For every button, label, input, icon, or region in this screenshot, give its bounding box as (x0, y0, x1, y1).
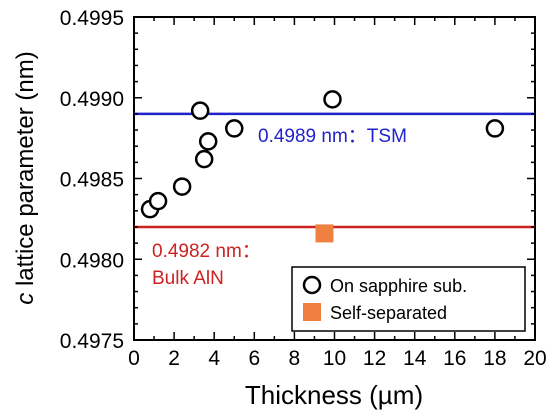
x-tick-label: 4 (208, 347, 220, 370)
tick-labels: 0 2 4 6 8 10 12 14 16 18 20 0.4975 0.4980 0.4985 0.499… (60, 7, 547, 370)
legend-box (291, 266, 526, 332)
x-tick-label: 2 (168, 347, 180, 370)
data-point (194, 149, 214, 169)
reference-label: 0.4989 nm：TSM (258, 126, 407, 147)
legend-marker (302, 275, 322, 295)
legend: On sapphire sub. Self-separated (291, 266, 526, 332)
y-tick-label: 0.4980 (60, 249, 124, 272)
x-tick-label: 8 (289, 347, 301, 370)
y-tick-label: 0.4985 (60, 169, 124, 192)
data-point (323, 90, 342, 109)
x-tick-label: 20 (523, 347, 546, 370)
x-tick-label: 12 (363, 347, 386, 370)
data-point (485, 119, 505, 138)
x-tick-label: 6 (248, 347, 260, 370)
x-tick-label: 16 (443, 347, 466, 370)
data-point (172, 177, 192, 196)
data-point (225, 119, 244, 138)
reference-label: Bulk AlN (152, 268, 224, 289)
reference-label: 0.4982 nm： (152, 241, 261, 262)
x-axis-label: Thickness (µm) (245, 380, 423, 410)
data-point (148, 191, 168, 211)
legend-label: Self-separated (330, 303, 447, 323)
x-tick-label: 18 (483, 347, 506, 370)
data-marks (140, 90, 505, 243)
legend-marker (303, 303, 321, 321)
data-point (198, 132, 218, 151)
y-axis-label-rest: lattice parameter (nm) (12, 51, 39, 292)
reference-labels: 0.4989 nm：TSM 0.4982 nm： Bulk AlN (150, 124, 410, 292)
x-tick-label: 14 (403, 347, 427, 370)
data-point (315, 224, 334, 243)
data-point (190, 101, 210, 120)
y-tick-label: 0.4975 (60, 330, 124, 353)
y-axis-label-italic: c (12, 293, 39, 305)
axis-ticks (133, 16, 536, 341)
x-tick-label: 10 (323, 347, 346, 370)
legend-label: On sapphire sub. (330, 276, 467, 296)
y-tick-label: 0.4995 (60, 7, 124, 30)
y-axis-label: c lattice parameter (nm) (12, 51, 39, 304)
x-tick-label: 0 (128, 347, 140, 370)
y-tick-label: 0.4990 (60, 88, 124, 111)
